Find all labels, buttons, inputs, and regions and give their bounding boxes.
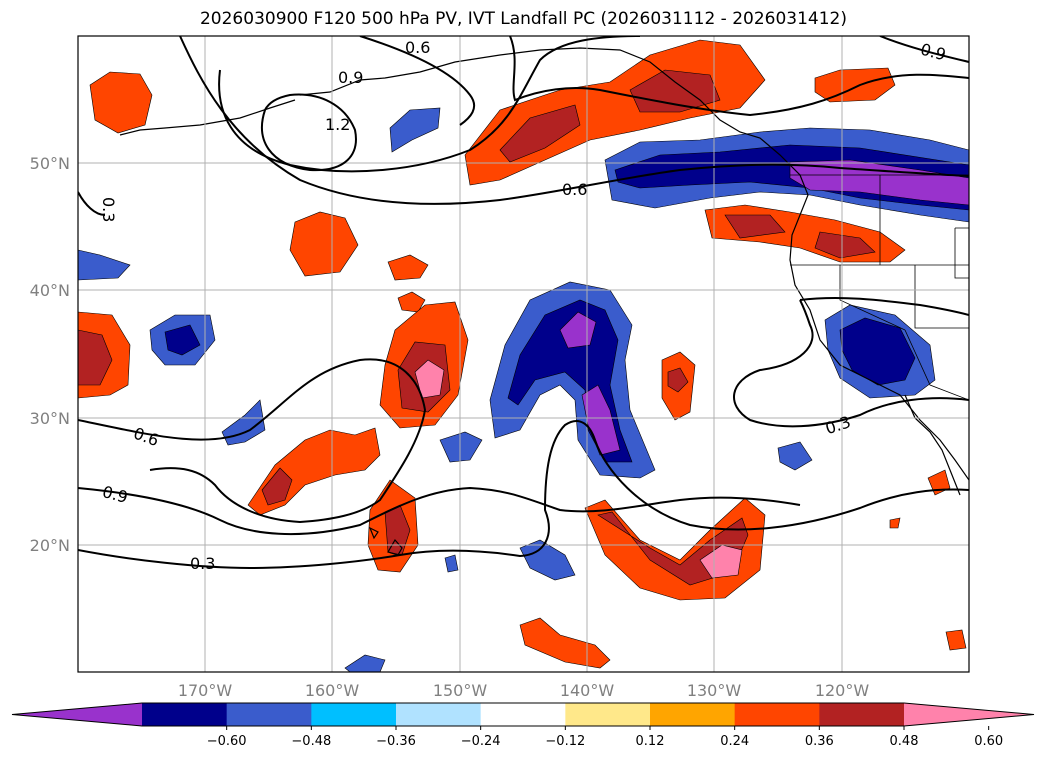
lat-label: 40°N xyxy=(30,281,70,300)
colorbar-tick-label: 0.60 xyxy=(974,734,1003,749)
positive-anomaly-regions xyxy=(78,39,967,669)
contour-label: 0.6 xyxy=(562,180,587,199)
lon-label: 150°W xyxy=(433,681,488,700)
longitude-labels: 170°W 160°W 150°W 140°W 130°W 120°W xyxy=(178,681,870,700)
colorbar-extend-low xyxy=(12,703,142,726)
colorbar-segment xyxy=(565,703,651,726)
colorbar-tick-label: 0.12 xyxy=(636,734,665,749)
colorbar-segment xyxy=(650,703,736,726)
colorbar-segment xyxy=(226,703,312,726)
contour-label: 0.3 xyxy=(190,554,215,573)
map-frame xyxy=(77,35,970,673)
colorbar-tick-label: 0.36 xyxy=(805,734,834,749)
contour-label: 0.3 xyxy=(99,197,118,222)
colorbar-tick-label: 0.48 xyxy=(890,734,919,749)
colorbar-segment xyxy=(819,703,905,726)
contour-label: 0.9 xyxy=(338,68,363,87)
colorbar-segment xyxy=(734,703,820,726)
colorbar: −0.60 −0.48 −0.36 −0.24 −0.12 0.12 0.24 0.36 0.4… xyxy=(11,702,1035,749)
lon-label: 170°W xyxy=(178,681,233,700)
colorbar-segment xyxy=(480,703,566,726)
political-borders xyxy=(790,174,969,401)
pv-contours xyxy=(78,36,969,570)
lon-label: 130°W xyxy=(687,681,742,700)
lat-label: 20°N xyxy=(30,536,70,555)
colorbar-tick-label: −0.36 xyxy=(376,734,416,749)
lat-label: 30°N xyxy=(30,409,70,428)
latitude-labels: 50°N 40°N 30°N 20°N xyxy=(30,154,70,555)
colorbar-tick-label: −0.12 xyxy=(545,734,585,749)
colorbar-outline xyxy=(11,702,1035,727)
contour-label: 1.2 xyxy=(325,115,350,134)
lon-label: 140°W xyxy=(560,681,615,700)
colorbar-tick-label: −0.60 xyxy=(207,734,247,749)
contour-label: 0.6 xyxy=(405,38,430,57)
colorbar-tick-label: −0.24 xyxy=(461,734,501,749)
map-plot-area: 0.6 0.9 1.2 0.6 0.3 0.6 0.9 0.3 0.3 0.9 xyxy=(78,36,969,672)
colorbar-tick-label: −0.48 xyxy=(291,734,331,749)
gridlines xyxy=(78,36,969,672)
negative-anomaly-regions xyxy=(78,107,969,672)
map-title: 2026030900 F120 500 hPa PV, IVT Landfall… xyxy=(199,9,847,29)
colorbar-extend-high xyxy=(904,703,1034,726)
colorbar-segment xyxy=(142,703,228,726)
lat-label: 50°N xyxy=(30,154,70,173)
colorbar-segment xyxy=(311,703,397,726)
colorbar-tick-label: 0.24 xyxy=(720,734,749,749)
lon-label: 160°W xyxy=(305,681,360,700)
coastlines xyxy=(119,47,969,556)
lon-label: 120°W xyxy=(815,681,870,700)
colorbar-segment xyxy=(396,703,482,726)
